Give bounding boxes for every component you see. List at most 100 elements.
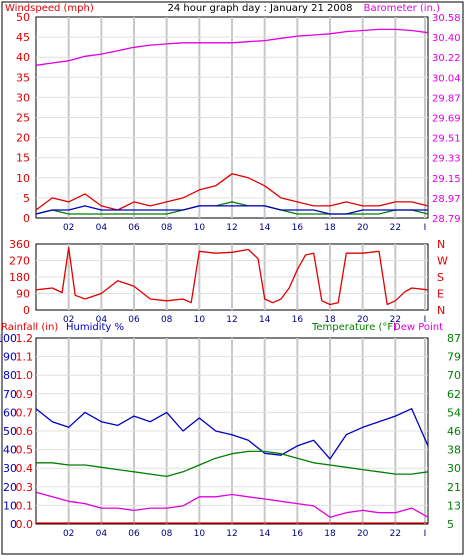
y-tick-label-left: 20: [16, 132, 30, 145]
x-tick-label: I: [424, 223, 427, 233]
x-tick-label: 02: [63, 315, 74, 325]
y-tick-label-humidity: 0: [10, 518, 17, 531]
y-tick-label-temperature: 79: [447, 351, 461, 364]
y-tick-label-left: 270: [9, 255, 30, 268]
y-axis-label-humidity: Humidity %: [66, 322, 124, 333]
y-tick-label-right: 30.40: [432, 33, 461, 44]
x-tick-label: I: [424, 529, 427, 539]
y-tick-label-right: N: [437, 304, 445, 317]
y-tick-label-rainfall: 0.5: [16, 444, 34, 457]
y-tick-label-humidity: 80: [3, 369, 17, 382]
y-axis-label-right: Barometer (in.): [364, 3, 440, 14]
x-tick-label: 20: [357, 315, 369, 325]
x-tick-label: 08: [161, 529, 173, 539]
y-tick-label-right: 29.33: [432, 154, 461, 165]
y-tick-label-humidity: 10: [3, 499, 17, 512]
y-tick-label-right: 28.97: [432, 194, 461, 205]
y-tick-label-left: 10: [16, 172, 30, 185]
series-line-3-3: [35, 491, 429, 518]
chart-title: 24 hour graph day : January 21 2008: [168, 3, 353, 14]
y-tick-label-left: 50: [16, 11, 30, 24]
y-tick-label-left: 35: [16, 71, 30, 84]
y-tick-label-rainfall: 0.3: [16, 481, 34, 494]
y-tick-label-left: 0: [23, 212, 30, 225]
y-tick-label-humidity: 90: [3, 351, 17, 364]
y-tick-label-rainfall: 0.0: [16, 518, 34, 531]
x-tick-label: 22: [390, 223, 401, 233]
x-tick-label: 18: [324, 529, 336, 539]
x-tick-label: I: [424, 315, 427, 325]
y-tick-label-temperature: 21: [447, 481, 461, 494]
y-tick-label-left: 0: [23, 304, 30, 317]
x-tick-label: 12: [226, 315, 237, 325]
y-tick-label-right: 29.69: [432, 114, 461, 125]
y-axis-label-dewpoint: Dew Point: [393, 322, 443, 333]
x-tick-label: 06: [128, 315, 140, 325]
y-tick-label-left: 360: [9, 238, 30, 251]
y-tick-label-humidity: 100: [0, 332, 17, 345]
y-tick-label-left: 5: [23, 192, 30, 205]
x-tick-label: 04: [96, 529, 108, 539]
series-line-1-3: [35, 201, 429, 215]
y-tick-label-rainfall: 0.1: [16, 499, 34, 512]
x-tick-label: 02: [63, 223, 74, 233]
x-tick-label: 06: [128, 529, 140, 539]
y-tick-label-right: 29.51: [432, 134, 461, 145]
x-tick-label: 06: [128, 223, 140, 233]
y-tick-label-temperature: 70: [447, 369, 461, 382]
y-tick-label-right: 30.22: [432, 53, 461, 64]
y-tick-label-temperature: 87: [447, 332, 461, 345]
series-line-3-2: [36, 450, 429, 478]
y-tick-label-temperature: 46: [447, 425, 461, 438]
x-tick-label: 14: [259, 223, 271, 233]
y-tick-label-rainfall: 1.0: [16, 369, 34, 382]
y-axis-label-left: Windspeed (mph): [5, 3, 94, 14]
y-axis-label-temperature: Temperature (°F): [311, 322, 397, 333]
y-tick-label-temperature: 5: [447, 518, 454, 531]
y-tick-label-left: 40: [16, 51, 30, 64]
y-tick-label-temperature: 62: [447, 388, 461, 401]
y-tick-label-right: 28.79: [432, 214, 461, 225]
x-tick-label: 12: [226, 223, 237, 233]
series-line-2-1: [35, 247, 429, 306]
x-tick-label: 10: [194, 223, 206, 233]
x-tick-label: 08: [161, 315, 173, 325]
x-tick-label: 04: [96, 315, 108, 325]
y-tick-label-right: S: [437, 271, 444, 284]
series-line-1-4: [35, 205, 428, 215]
series-line-1-1: [35, 28, 429, 66]
y-tick-label-right: 29.87: [432, 93, 461, 104]
y-tick-label-temperature: 30: [447, 462, 461, 475]
x-tick-label: 14: [259, 315, 271, 325]
y-tick-label-rainfall: 0.9: [16, 388, 34, 401]
y-tick-label-rainfall: 1.2: [16, 332, 34, 345]
y-tick-label-humidity: 70: [3, 388, 17, 401]
x-tick-label: 04: [96, 223, 108, 233]
x-tick-label: 12: [226, 529, 237, 539]
series-line-1-2: [35, 173, 429, 211]
x-tick-label: 10: [194, 315, 206, 325]
x-tick-label: 18: [324, 223, 336, 233]
y-tick-label-left: 180: [9, 271, 30, 284]
y-tick-label-left: 25: [16, 112, 30, 125]
x-tick-label: 16: [292, 529, 304, 539]
x-tick-label: 16: [292, 315, 304, 325]
y-tick-label-right: 29.15: [432, 174, 461, 185]
y-tick-label-rainfall: 0.6: [16, 425, 34, 438]
y-tick-label-right: N: [437, 238, 445, 251]
series-line-3-1: [35, 408, 429, 460]
x-tick-label: 22: [390, 315, 401, 325]
y-tick-label-right: E: [437, 288, 444, 301]
y-tick-label-left: 15: [16, 152, 30, 165]
y-tick-label-right: W: [437, 255, 448, 268]
x-tick-label: 10: [194, 529, 206, 539]
y-tick-label-rainfall: 1.1: [16, 351, 34, 364]
y-tick-label-left: 90: [16, 288, 30, 301]
x-tick-label: 22: [390, 529, 401, 539]
x-tick-label: 16: [292, 223, 304, 233]
x-tick-label: 08: [161, 223, 173, 233]
x-tick-label: 14: [259, 529, 271, 539]
y-tick-label-humidity: 50: [3, 425, 17, 438]
y-tick-label-rainfall: 0.7: [16, 406, 34, 419]
